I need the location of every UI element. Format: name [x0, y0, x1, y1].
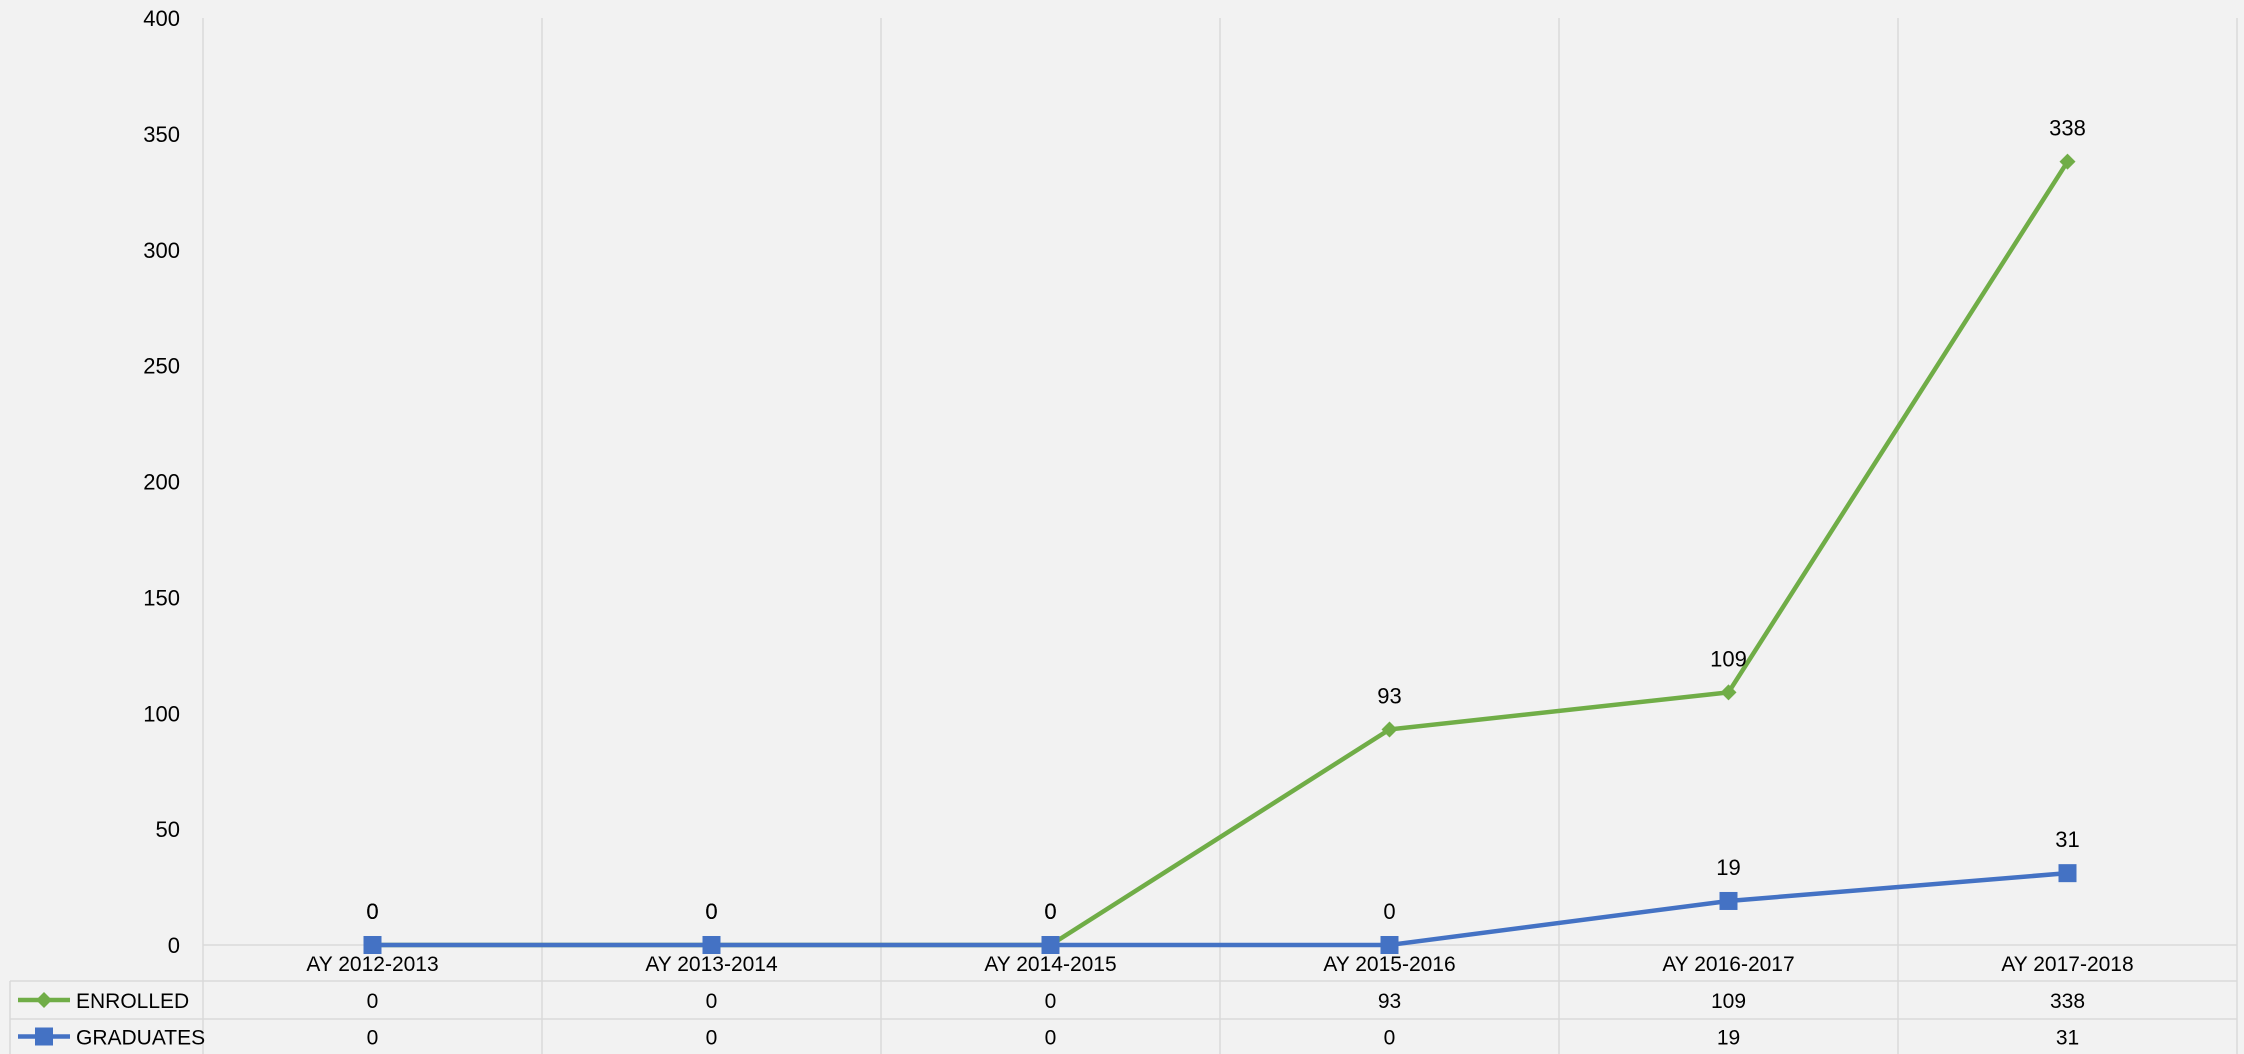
data-point — [1720, 684, 1737, 701]
y-tick-label: 100 — [143, 701, 180, 726]
series-line — [372, 870, 2068, 948]
legend-diamond-icon — [36, 992, 52, 1008]
data-point — [363, 936, 382, 954]
legend-label: ENROLLED — [76, 990, 189, 1013]
data-point — [2058, 864, 2077, 883]
legend-label: GRADUATES — [76, 1027, 205, 1050]
y-tick-label: 150 — [143, 585, 180, 610]
table-cell: 0 — [367, 1027, 379, 1050]
table-cell: 0 — [706, 1027, 718, 1050]
data-label: 338 — [2049, 116, 2086, 141]
table-cell: 0 — [706, 990, 718, 1013]
data-label: 0 — [705, 899, 717, 924]
y-tick-label: 400 — [143, 6, 180, 31]
y-tick-label: 350 — [143, 122, 180, 147]
data-label: 0 — [1383, 899, 1395, 924]
data-label: 109 — [1710, 646, 1747, 671]
y-tick-label: 200 — [143, 470, 180, 495]
table-cell: 19 — [1717, 1027, 1740, 1050]
y-tick-label: 50 — [156, 817, 180, 842]
data-label: 93 — [1377, 683, 1401, 708]
x-tick-label: AY 2013-2014 — [645, 953, 778, 976]
legend-square-icon — [35, 1027, 53, 1046]
data-label: 0 — [366, 899, 378, 924]
data-point — [1041, 936, 1060, 954]
data-point — [1380, 936, 1399, 954]
data-label: 0 — [1044, 899, 1056, 924]
table-cell: 0 — [367, 990, 379, 1013]
x-tick-label: AY 2012-2013 — [306, 953, 438, 976]
data-point — [1381, 721, 1398, 738]
x-tick-label: AY 2014-2015 — [984, 953, 1116, 976]
table-cell: 0 — [1045, 1027, 1057, 1050]
table-cell: 338 — [2050, 990, 2085, 1013]
table-cell: 109 — [1711, 990, 1746, 1013]
x-tick-label: AY 2017-2018 — [2001, 953, 2133, 976]
x-tick-label: AY 2015-2016 — [1323, 953, 1455, 976]
data-label: 31 — [2055, 827, 2079, 852]
data-point — [702, 936, 721, 954]
data-point — [2059, 153, 2076, 170]
y-tick-label: 300 — [143, 238, 180, 263]
table-cell: 0 — [1045, 990, 1057, 1013]
data-label: 0 — [366, 899, 378, 924]
data-point — [1719, 891, 1738, 910]
data-label: 0 — [1044, 899, 1056, 924]
y-tick-label: 250 — [143, 354, 180, 379]
data-label: 0 — [705, 899, 717, 924]
x-tick-label: AY 2016-2017 — [1662, 953, 1794, 976]
table-cell: 93 — [1378, 990, 1401, 1013]
table-cell: 0 — [1384, 1027, 1396, 1050]
table-cell: 31 — [2056, 1027, 2079, 1050]
y-tick-label: 0 — [168, 933, 180, 958]
data-label: 19 — [1716, 855, 1740, 880]
